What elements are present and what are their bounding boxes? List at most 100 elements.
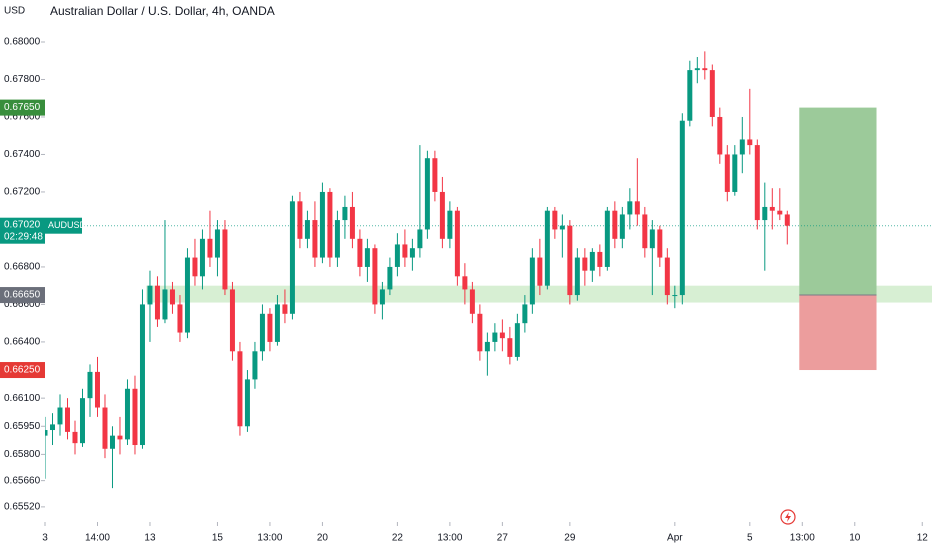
candle-body <box>72 431 78 444</box>
candle-body <box>252 351 258 380</box>
candle-body <box>597 251 603 267</box>
symbol-box <box>45 217 82 234</box>
candle-body <box>499 332 505 339</box>
currency: USD <box>4 6 25 17</box>
candle-body <box>432 158 438 192</box>
x-tick-label: 10 <box>849 533 861 544</box>
y-tick-label: 0.65950 <box>4 421 41 432</box>
candle-body <box>424 158 430 230</box>
x-tick-label: 13:00 <box>437 533 462 544</box>
candle-body <box>124 388 130 440</box>
candle-body <box>184 257 190 333</box>
candle-body <box>162 289 168 320</box>
candle-body <box>154 285 160 320</box>
candle-body <box>304 220 310 239</box>
y-tick-label: 0.66100 <box>4 393 41 404</box>
candle-body <box>664 257 670 296</box>
candle-body <box>229 289 235 352</box>
y-tick-label: 0.66400 <box>4 337 41 348</box>
y-tick-label: 0.65660 <box>4 475 41 486</box>
candle-body <box>259 313 265 352</box>
candle-body <box>679 120 685 296</box>
candle-body <box>462 276 468 290</box>
candle-body <box>784 214 790 226</box>
symbol-label: AUDUSD <box>48 220 87 230</box>
candle-body <box>394 244 400 267</box>
candle-body <box>364 248 370 267</box>
candle-body <box>717 116 723 155</box>
candle-body <box>409 248 415 258</box>
candle-body <box>724 154 730 192</box>
candle-body <box>552 210 558 230</box>
candle-body <box>477 313 483 352</box>
price-label-box <box>0 287 45 304</box>
candle-body <box>687 70 693 121</box>
countdown: 02:29:48 <box>4 231 43 242</box>
candle-body <box>469 289 475 314</box>
candle-body <box>109 435 115 449</box>
candle-body <box>379 289 385 305</box>
candle-body <box>492 332 498 342</box>
replay-icon[interactable] <box>780 509 796 525</box>
candle-body <box>739 139 745 155</box>
candle-body <box>762 206 768 221</box>
y-tick-label: 0.66800 <box>4 262 41 273</box>
candle-body <box>192 257 198 277</box>
candle-body <box>544 210 550 286</box>
candle-body <box>147 285 153 305</box>
candle-body <box>207 238 213 258</box>
candle-body <box>372 248 378 305</box>
candle-body <box>49 424 55 431</box>
candle-body <box>612 210 618 239</box>
x-tick-label: 29 <box>564 533 576 544</box>
candle-body <box>619 214 625 239</box>
candle-body <box>214 229 220 258</box>
candle-body <box>537 257 543 286</box>
candle-body <box>387 266 393 290</box>
candle-body <box>604 210 610 267</box>
candle-body <box>102 407 108 449</box>
price-label-box <box>0 362 45 379</box>
candle-body <box>702 68 708 71</box>
x-tick-label: 22 <box>392 533 404 544</box>
x-tick-label: Apr <box>667 533 683 544</box>
candle-body <box>694 68 700 71</box>
candle-body <box>642 214 648 249</box>
candle-body <box>177 304 183 333</box>
candle-body <box>439 191 445 239</box>
candle-body <box>349 206 355 239</box>
candle-body <box>657 229 663 258</box>
candle-body <box>289 201 295 314</box>
candle-body <box>627 201 633 215</box>
candle-body <box>334 220 340 258</box>
candle-body <box>402 244 408 258</box>
candle-body <box>529 257 535 305</box>
candle-body <box>57 407 63 425</box>
candle-body <box>747 139 753 146</box>
loss-zone <box>799 295 877 371</box>
candle-body <box>769 206 775 211</box>
candle-body <box>297 201 303 239</box>
candle-body <box>87 371 93 399</box>
candle-body <box>454 210 460 277</box>
candle-body <box>709 70 715 117</box>
candle-body <box>732 154 738 192</box>
candle-body <box>267 313 273 342</box>
candle-body <box>484 341 490 352</box>
candle-body <box>237 351 243 427</box>
candle-body <box>514 323 520 357</box>
axes: 0.68000 0.67800 0.67600 0.67400 0.67200 0.668… <box>0 37 928 544</box>
candle-body <box>139 304 145 446</box>
candle-body <box>282 304 288 314</box>
candle-body <box>244 379 250 427</box>
price-label-box <box>0 99 45 116</box>
y-tick-label: 0.68000 <box>4 37 41 48</box>
candle-body <box>447 210 453 239</box>
candle-body <box>199 238 205 277</box>
profit-zone <box>799 107 877 296</box>
candle-body <box>94 371 100 408</box>
candle-body <box>64 407 70 432</box>
last-price-box <box>0 217 45 244</box>
candle-body <box>634 201 640 215</box>
